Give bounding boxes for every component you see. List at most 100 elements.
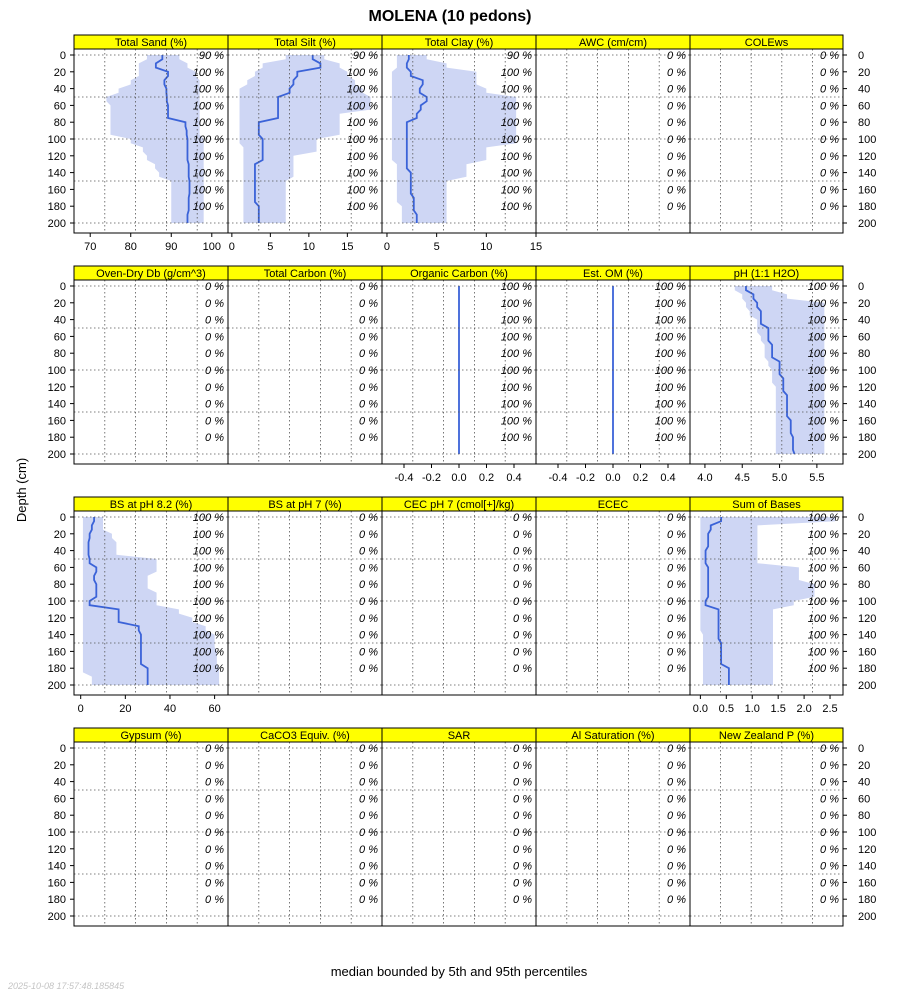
x-tick-label: 1.5 (771, 703, 786, 715)
percent-label: 100 % (193, 613, 224, 625)
percent-label: 0 % (820, 100, 839, 112)
percent-label: 100 % (655, 382, 686, 394)
percent-label: 100 % (193, 562, 224, 574)
percent-label: 0 % (359, 630, 378, 642)
percent-label: 100 % (347, 134, 378, 146)
panel-2: Total Clay (%) 0 5 10 15 90 % 100 % 100 % 100 % 1… (381, 34, 542, 253)
depth-tick-label-left: 60 (54, 562, 66, 574)
percent-label: 0 % (820, 760, 839, 772)
percent-label: 100 % (501, 415, 532, 427)
depth-tick-label-right: 60 (858, 562, 870, 574)
x-tick-label: 0.0 (451, 472, 466, 484)
panel-strip-label: pH (1:1 H2O) (734, 268, 799, 280)
depth-tick-label-left: 180 (48, 663, 66, 675)
percent-label: 100 % (501, 281, 532, 293)
percent-label: 0 % (667, 877, 686, 889)
panel-strip-label: Gypsum (%) (120, 730, 181, 742)
median-line (745, 286, 796, 455)
percent-label: 100 % (501, 315, 532, 327)
percent-label: 100 % (655, 348, 686, 360)
percent-label: 100 % (501, 201, 532, 213)
panel-strip-label: Oven-Dry Db (g/cm^3) (96, 268, 206, 280)
percent-label: 0 % (359, 579, 378, 591)
x-tick-label: 0.0 (693, 703, 708, 715)
percent-label: 100 % (347, 151, 378, 163)
panel-strip-label: New Zealand P (%) (719, 730, 814, 742)
percent-label: 0 % (667, 100, 686, 112)
chart-title: MOLENA (10 pedons) (369, 8, 532, 25)
depth-tick-label-right: 180 (858, 432, 876, 444)
depth-tick-label-left: 120 (48, 382, 66, 394)
percent-label: 0 % (359, 546, 378, 558)
percent-label: 0 % (513, 894, 532, 906)
depth-tick-label-left: 100 (48, 596, 66, 608)
percent-label: 0 % (359, 415, 378, 427)
depth-tick-label-right: 140 (858, 168, 876, 180)
percent-label: 100 % (808, 382, 839, 394)
percent-label: 100 % (501, 151, 532, 163)
percent-label: 100 % (501, 168, 532, 180)
depth-tick-label-right: 140 (858, 861, 876, 873)
percent-label: 100 % (655, 365, 686, 377)
percent-label: 0 % (205, 894, 224, 906)
panel-strip-label: BS at pH 8.2 (%) (110, 499, 193, 511)
percent-label: 100 % (193, 201, 224, 213)
depth-tick-label-left: 80 (54, 810, 66, 822)
panel-strip-label: Organic Carbon (%) (410, 268, 508, 280)
depth-tick-label-right: 200 (858, 218, 876, 230)
depth-tick-label-left: 180 (48, 432, 66, 444)
panel-0: Total Sand (%) 70 80 90 100 90 % 100 % 100 % 100… (73, 34, 229, 253)
percent-label: 100 % (501, 331, 532, 343)
percent-label: 100 % (808, 663, 839, 675)
depth-tick-label-right: 0 (858, 50, 864, 62)
percent-label: 0 % (667, 630, 686, 642)
percent-label: 0 % (205, 348, 224, 360)
x-tick-label: 0.0 (605, 472, 620, 484)
depth-tick-label-left: 20 (54, 529, 66, 541)
depth-tick-label-left: 140 (48, 630, 66, 642)
percent-label: 0 % (205, 810, 224, 822)
depth-tick-label-left: 40 (54, 546, 66, 558)
median-line (87, 517, 149, 685)
percent-label: 0 % (513, 646, 532, 658)
percent-label: 100 % (808, 562, 839, 574)
percent-label: 0 % (205, 315, 224, 327)
percent-label: 0 % (513, 529, 532, 541)
percent-label: 100 % (347, 168, 378, 180)
percent-label: 0 % (667, 84, 686, 96)
x-tick-label: 0.4 (660, 472, 675, 484)
percent-label: 100 % (655, 415, 686, 427)
depth-tick-label-left: 80 (54, 579, 66, 591)
panel-12: CEC pH 7 (cmol[+]/kg)0 %0 %0 %0 %0 %0 %0… (381, 496, 537, 696)
depth-tick-label-right: 80 (858, 810, 870, 822)
percent-label: 0 % (205, 877, 224, 889)
depth-tick-label-right: 200 (858, 449, 876, 461)
percent-label: 0 % (205, 281, 224, 293)
depth-tick-label-right: 40 (858, 84, 870, 96)
depth-tick-label-left: 120 (48, 151, 66, 163)
percent-label: 100 % (501, 67, 532, 79)
percent-label: 0 % (205, 844, 224, 856)
percent-label: 100 % (808, 512, 839, 524)
depth-tick-label-right: 80 (858, 579, 870, 591)
x-tick-label: 20 (119, 703, 131, 715)
x-tick-label: 5 (434, 241, 440, 253)
panel-13: ECEC 0 % 0 % 0 % 0 % 0 % 0 % 0 % 0 % 0 % 0 % (535, 496, 691, 696)
percent-label: 100 % (193, 168, 224, 180)
depth-tick-label-left: 60 (54, 793, 66, 805)
depth-tick-label-right: 200 (858, 680, 876, 692)
percent-label: 100 % (193, 184, 224, 196)
depth-tick-label-right: 80 (858, 117, 870, 129)
depth-tick-label-left: 120 (48, 613, 66, 625)
percent-label: 0 % (359, 596, 378, 608)
percent-label: 100 % (808, 432, 839, 444)
depth-tick-label-left: 200 (48, 911, 66, 923)
percent-label: 0 % (205, 298, 224, 310)
percent-label: 0 % (820, 793, 839, 805)
percent-label: 0 % (359, 399, 378, 411)
percent-label: 0 % (359, 793, 378, 805)
percent-label: 100 % (808, 348, 839, 360)
timestamp-label: 2025-10-08 17:57:48.185845 (7, 981, 125, 991)
panel-strip-label: ECEC (598, 499, 629, 511)
x-tick-label: 15 (341, 241, 353, 253)
